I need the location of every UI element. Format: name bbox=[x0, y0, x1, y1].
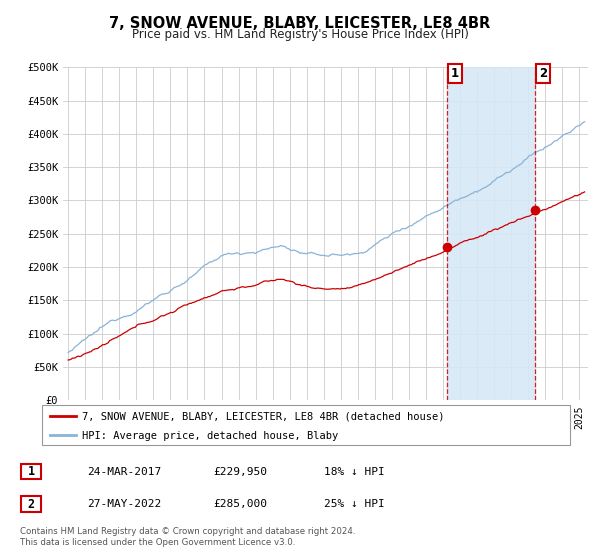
Text: £229,950: £229,950 bbox=[213, 466, 267, 477]
Text: 24-MAR-2017: 24-MAR-2017 bbox=[87, 466, 161, 477]
Text: Price paid vs. HM Land Registry's House Price Index (HPI): Price paid vs. HM Land Registry's House … bbox=[131, 28, 469, 41]
Text: 1: 1 bbox=[28, 465, 35, 478]
Text: HPI: Average price, detached house, Blaby: HPI: Average price, detached house, Blab… bbox=[82, 431, 338, 441]
Text: Contains HM Land Registry data © Crown copyright and database right 2024.: Contains HM Land Registry data © Crown c… bbox=[20, 528, 355, 536]
Bar bbox=[446, 67, 535, 400]
Text: 18% ↓ HPI: 18% ↓ HPI bbox=[324, 466, 385, 477]
Text: 7, SNOW AVENUE, BLABY, LEICESTER, LE8 4BR (detached house): 7, SNOW AVENUE, BLABY, LEICESTER, LE8 4B… bbox=[82, 412, 444, 422]
Text: 2: 2 bbox=[539, 67, 547, 80]
Text: 25% ↓ HPI: 25% ↓ HPI bbox=[324, 499, 385, 509]
Text: 7, SNOW AVENUE, BLABY, LEICESTER, LE8 4BR: 7, SNOW AVENUE, BLABY, LEICESTER, LE8 4B… bbox=[109, 16, 491, 31]
Text: 2: 2 bbox=[28, 497, 35, 511]
Text: £285,000: £285,000 bbox=[213, 499, 267, 509]
Text: This data is licensed under the Open Government Licence v3.0.: This data is licensed under the Open Gov… bbox=[20, 539, 295, 548]
Text: 1: 1 bbox=[451, 67, 459, 80]
Text: 27-MAY-2022: 27-MAY-2022 bbox=[87, 499, 161, 509]
